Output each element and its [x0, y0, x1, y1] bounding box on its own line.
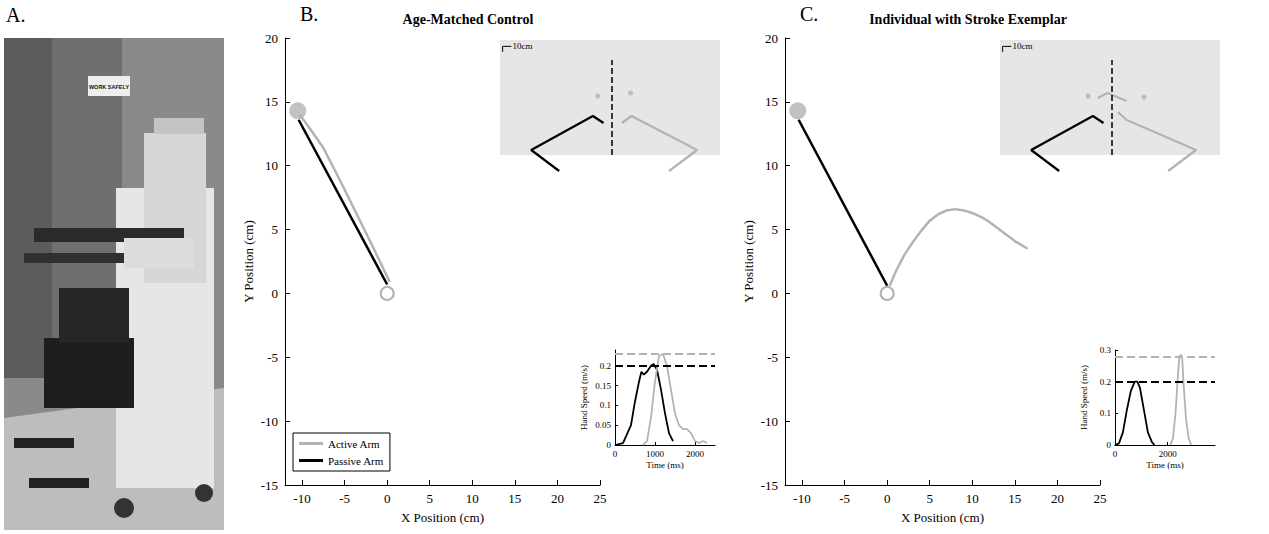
html-text:A.: A. — [6, 4, 26, 26]
svg-text:-10: -10 — [261, 414, 278, 429]
svg-text:15: 15 — [508, 491, 521, 506]
svg-text:0: 0 — [384, 491, 391, 506]
svg-text:-5: -5 — [839, 491, 850, 506]
svg-text:Passive Arm: Passive Arm — [328, 455, 384, 467]
svg-text:0.2: 0.2 — [1100, 377, 1111, 387]
svg-text:WORK SAFELY: WORK SAFELY — [89, 84, 129, 90]
svg-text:-10: -10 — [761, 414, 778, 429]
svg-text:Hand Speed (m/s): Hand Speed (m/s) — [1079, 365, 1089, 430]
svg-text:5: 5 — [272, 222, 279, 237]
svg-text:Age-Matched Control: Age-Matched Control — [403, 12, 534, 27]
svg-text:0.3: 0.3 — [1100, 345, 1112, 355]
svg-text:10: 10 — [765, 158, 778, 173]
svg-text:10cm: 10cm — [1012, 41, 1032, 51]
svg-text:X Position (cm): X Position (cm) — [401, 510, 484, 525]
svg-text:X Position (cm): X Position (cm) — [901, 510, 984, 525]
svg-text:20: 20 — [551, 491, 564, 506]
svg-text:-5: -5 — [339, 491, 350, 506]
svg-text:2000: 2000 — [1159, 449, 1178, 459]
svg-text:0: 0 — [884, 491, 891, 506]
svg-text:15: 15 — [265, 94, 278, 109]
svg-text:0: 0 — [1113, 449, 1118, 459]
svg-text:B.: B. — [300, 3, 318, 25]
svg-text:Y Position (cm): Y Position (cm) — [241, 220, 256, 303]
svg-text:Individual with Stroke Exempla: Individual with Stroke Exemplar — [869, 12, 1067, 27]
svg-text:Hand Speed (m/s): Hand Speed (m/s) — [579, 365, 589, 430]
svg-text:0: 0 — [772, 286, 779, 301]
svg-text:1000: 1000 — [646, 449, 665, 459]
svg-text:10cm: 10cm — [512, 41, 532, 51]
svg-text:15: 15 — [1008, 491, 1021, 506]
svg-text:0.1: 0.1 — [600, 400, 611, 410]
svg-text:10: 10 — [966, 491, 979, 506]
svg-text:Y Position (cm): Y Position (cm) — [741, 220, 756, 303]
svg-text:-10: -10 — [293, 491, 310, 506]
svg-text:Active Arm: Active Arm — [328, 438, 380, 450]
svg-text:0.1: 0.1 — [1100, 408, 1111, 418]
svg-text:0: 0 — [613, 449, 618, 459]
svg-text:Time (ms): Time (ms) — [1146, 460, 1183, 470]
svg-text:C.: C. — [800, 3, 818, 25]
svg-text:Time (ms): Time (ms) — [646, 460, 683, 470]
svg-text:20: 20 — [765, 31, 778, 46]
svg-text:25: 25 — [1094, 491, 1107, 506]
svg-text:20: 20 — [1051, 491, 1064, 506]
svg-text:10: 10 — [265, 158, 278, 173]
svg-text:0.05: 0.05 — [595, 420, 611, 430]
svg-text:2000: 2000 — [686, 449, 705, 459]
svg-text:20: 20 — [265, 31, 278, 46]
svg-text:0.2: 0.2 — [600, 361, 611, 371]
svg-text:0: 0 — [1107, 440, 1112, 450]
svg-text:-10: -10 — [793, 491, 810, 506]
svg-text:-5: -5 — [767, 350, 778, 365]
svg-text:-5: -5 — [267, 350, 278, 365]
svg-text:25: 25 — [594, 491, 607, 506]
svg-text:5: 5 — [772, 222, 779, 237]
svg-text:-15: -15 — [761, 478, 778, 493]
svg-text:0: 0 — [272, 286, 279, 301]
svg-text:-15: -15 — [261, 478, 278, 493]
svg-text:0.15: 0.15 — [595, 381, 611, 391]
svg-text:15: 15 — [765, 94, 778, 109]
svg-text:0: 0 — [607, 440, 612, 450]
svg-text:5: 5 — [426, 491, 433, 506]
svg-text:5: 5 — [926, 491, 933, 506]
svg-text:10: 10 — [466, 491, 479, 506]
